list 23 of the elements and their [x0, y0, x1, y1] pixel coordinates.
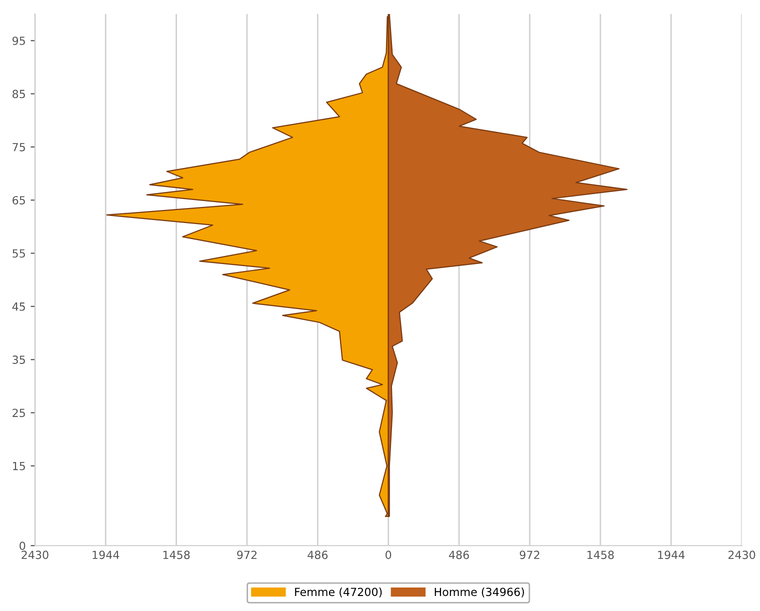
- x-tick-label: 2430: [22, 550, 48, 560]
- legend-label: Homme (34966): [434, 588, 524, 598]
- y-tick-label: 15: [13, 462, 25, 470]
- y-tick-label: 55: [12, 249, 25, 258]
- x-tick-label: 972: [237, 550, 256, 560]
- y-tick-label: 65: [12, 196, 25, 204]
- x-tick-label: 972: [520, 550, 540, 560]
- y-tick-label: 45: [12, 302, 25, 311]
- x-tick-label: 1944: [92, 550, 120, 560]
- legend-label: Femme (47200): [295, 588, 382, 598]
- x-tick-label: 486: [308, 550, 328, 560]
- y-tick-label: 0: [20, 542, 26, 550]
- y-tick-label: 25: [12, 408, 25, 418]
- x-tick-label: 1944: [658, 550, 685, 560]
- x-tick-label: 1458: [587, 550, 614, 560]
- y-tick-label: 35: [12, 356, 25, 364]
- x-tick-label: 1458: [163, 550, 190, 560]
- x-tick-label: 0: [386, 550, 392, 560]
- y-tick-label: 95: [12, 36, 25, 46]
- y-tick-label: 85: [12, 90, 25, 98]
- x-tick-label: 486: [448, 550, 469, 560]
- y-tick-label: 75: [12, 143, 25, 152]
- x-tick-label: 2430: [728, 550, 756, 560]
